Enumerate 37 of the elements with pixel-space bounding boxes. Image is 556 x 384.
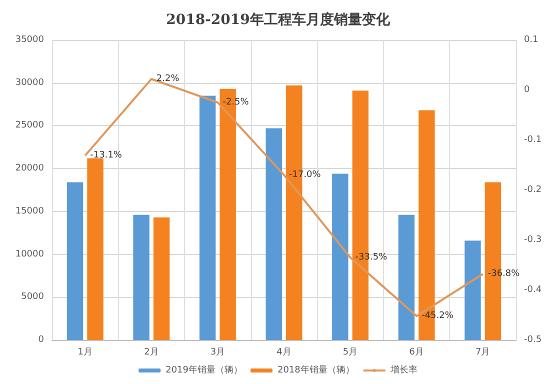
y2-tick-label: 0 [524, 85, 530, 95]
x-tick-label: 7月 [475, 348, 490, 358]
bar [398, 214, 415, 340]
data-label: 2.2% [156, 74, 180, 84]
legend-label: 2018年销量（辆） [278, 364, 354, 376]
bar [464, 240, 481, 340]
x-tick-label: 5月 [342, 348, 358, 358]
x-tick-label: 3月 [210, 348, 226, 358]
y-tick-label: 15000 [15, 206, 44, 216]
y2-tick-label: -0.2 [524, 185, 542, 195]
y2-tick-label: -0.3 [524, 235, 542, 245]
bar [66, 182, 84, 340]
y2-tick-label: -0.1 [524, 135, 542, 145]
y-tick-label: 0 [38, 335, 44, 345]
x-tick-label: 1月 [78, 348, 93, 358]
y-tick-label: 25000 [15, 120, 44, 131]
bar [266, 128, 282, 340]
y2-tick-label: 0.1 [524, 35, 538, 45]
bar [87, 158, 104, 340]
bar [133, 214, 150, 340]
x-tick-label: 2月 [144, 348, 159, 358]
legend-label: 2019年销量（辆） [166, 364, 242, 376]
chart-title: 2018-2019年工程车月度销量变化 [166, 11, 391, 28]
bar [153, 217, 170, 340]
y-tick-label: 20000 [15, 164, 44, 174]
y2-tick-label: -0.5 [524, 335, 542, 345]
x-tick-label: 4月 [276, 348, 292, 358]
data-label: -13.1% [90, 150, 122, 160]
legend-label: 增长率 [389, 364, 418, 376]
bar [332, 174, 348, 340]
y-tick-label: 10000 [15, 249, 44, 260]
bar [199, 96, 216, 340]
y2-tick-label: -0.4 [524, 285, 542, 295]
y-tick-label: 5000 [21, 292, 44, 302]
y-tick-label: 30000 [15, 78, 44, 88]
x-tick-label: 6月 [409, 348, 424, 358]
y-tick-label: 35000 [15, 35, 44, 45]
